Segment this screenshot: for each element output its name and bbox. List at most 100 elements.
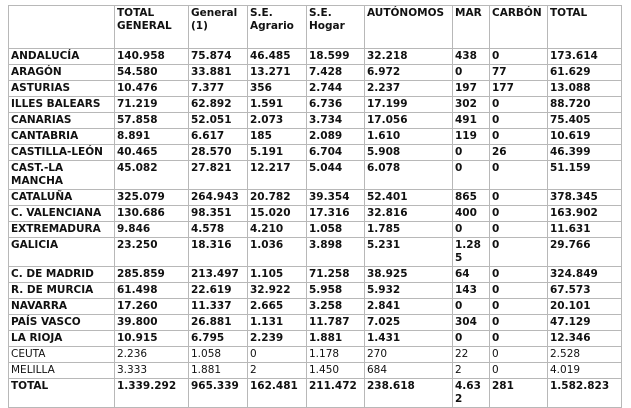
cell: 23.250 [114, 237, 189, 267]
table-row: ANDALUCÍA 140.958 75.874 46.485 18.599 32.218… [8, 48, 622, 65]
cell: 3.258 [306, 298, 365, 315]
cell: 285.859 [114, 266, 189, 283]
cell: 3.734 [306, 112, 365, 129]
cell: 0 [489, 205, 548, 222]
cell: 6.972 [364, 64, 453, 81]
cell: 11.787 [306, 314, 365, 331]
row-label: MELILLA [8, 362, 115, 379]
cell: 26.881 [188, 314, 248, 331]
row-label: CASTILLA-LEÓN [8, 144, 115, 161]
table-row: PAÍS VASCO 39.800 26.881 1.131 11.787 7.025 30… [8, 314, 622, 331]
cell: 32.922 [247, 282, 307, 299]
cell: 0 [452, 64, 490, 81]
cell: 5.958 [306, 282, 365, 299]
cell: 17.199 [364, 96, 453, 113]
header-cell [8, 5, 115, 49]
cell: 7.025 [364, 314, 453, 331]
table-row: R. DE MURCIA 61.498 22.619 32.922 5.958 5.932… [8, 282, 622, 299]
cell: 0 [489, 160, 548, 190]
cell: 52.051 [188, 112, 248, 129]
cell: 356 [247, 80, 307, 97]
cell: 0 [452, 221, 490, 238]
cell: 2.236 [114, 346, 189, 363]
cell: 7.377 [188, 80, 248, 97]
cell: 32.816 [364, 205, 453, 222]
cell: 18.316 [188, 237, 248, 267]
cell: 378.345 [547, 189, 622, 206]
cell: 1.131 [247, 314, 307, 331]
cell: 0 [489, 346, 548, 363]
cell: 46.485 [247, 48, 307, 65]
cell: 0 [489, 314, 548, 331]
cell: 1.881 [188, 362, 248, 379]
cell: 4.632 [452, 378, 490, 408]
cell: 197 [452, 80, 490, 97]
cell: 7.428 [306, 64, 365, 81]
row-label: C. VALENCIANA [8, 205, 115, 222]
cell: 185 [247, 128, 307, 145]
cell: 40.465 [114, 144, 189, 161]
cell: 438 [452, 48, 490, 65]
cell: 20.782 [247, 189, 307, 206]
cell: 2.237 [364, 80, 453, 97]
cell: 88.720 [547, 96, 622, 113]
cell: 10.915 [114, 330, 189, 347]
cell: 4.578 [188, 221, 248, 238]
cell: 38.925 [364, 266, 453, 283]
cell: 71.219 [114, 96, 189, 113]
row-label: CANTABRIA [8, 128, 115, 145]
row-label: R. DE MURCIA [8, 282, 115, 299]
table-body: ANDALUCÍA 140.958 75.874 46.485 18.599 32.218… [8, 48, 622, 408]
cell: 162.481 [247, 378, 307, 408]
table-row: TOTAL 1.339.292 965.339 162.481 211.472 238.6… [8, 378, 622, 408]
cell: 1.178 [306, 346, 365, 363]
header-cell: S.E. Agrario [247, 5, 307, 49]
cell: 3.333 [114, 362, 189, 379]
cell: 39.354 [306, 189, 365, 206]
cell: 130.686 [114, 205, 189, 222]
cell: 39.800 [114, 314, 189, 331]
cell: 45.082 [114, 160, 189, 190]
cell: 6.078 [364, 160, 453, 190]
row-label: TOTAL [8, 378, 115, 408]
cell: 1.591 [247, 96, 307, 113]
cell: 0 [489, 128, 548, 145]
cell: 11.631 [547, 221, 622, 238]
cell: 0 [452, 330, 490, 347]
header-row: TOTAL GENERAL General (1) S.E. Agrario S.E.… [8, 5, 622, 49]
cell: 163.902 [547, 205, 622, 222]
cell: 1.036 [247, 237, 307, 267]
cell: 17.260 [114, 298, 189, 315]
table-row: NAVARRA 17.260 11.337 2.665 3.258 2.841 0 0 20.1… [8, 298, 622, 315]
cell: 77 [489, 64, 548, 81]
cell: 1.339.292 [114, 378, 189, 408]
header-cell: MAR [452, 5, 490, 49]
table-row: MELILLA 3.333 1.881 2 1.450 684 2 0 4.019 [8, 362, 622, 379]
row-label: ASTURIAS [8, 80, 115, 97]
cell: 324.849 [547, 266, 622, 283]
cell: 27.821 [188, 160, 248, 190]
cell: 2.841 [364, 298, 453, 315]
cell: 26 [489, 144, 548, 161]
cell: 10.619 [547, 128, 622, 145]
cell: 0 [489, 330, 548, 347]
cell: 67.573 [547, 282, 622, 299]
cell: 400 [452, 205, 490, 222]
cell: 46.399 [547, 144, 622, 161]
cell: 20.101 [547, 298, 622, 315]
cell: 6.736 [306, 96, 365, 113]
cell: 8.891 [114, 128, 189, 145]
cell: 177 [489, 80, 548, 97]
cell: 10.476 [114, 80, 189, 97]
cell: 28.570 [188, 144, 248, 161]
table-row: GALICIA 23.250 18.316 1.036 3.898 5.231 1.285 0… [8, 237, 622, 267]
cell: 2.665 [247, 298, 307, 315]
row-label: CANARIAS [8, 112, 115, 129]
cell: 13.088 [547, 80, 622, 97]
cell: 119 [452, 128, 490, 145]
cell: 54.580 [114, 64, 189, 81]
cell: 4.210 [247, 221, 307, 238]
table-row: LA RIOJA 10.915 6.795 2.239 1.881 1.431 0 0 12.3… [8, 330, 622, 347]
cell: 12.217 [247, 160, 307, 190]
cell: 71.258 [306, 266, 365, 283]
